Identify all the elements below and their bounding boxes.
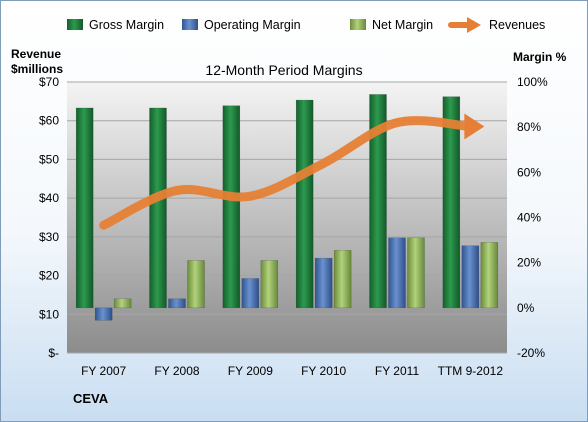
category-label: FY 2007 (81, 364, 126, 378)
legend-item-revenues: Revenues (448, 17, 545, 33)
operating-margin-bar (388, 237, 406, 309)
right-tick-label: 100% (517, 75, 548, 89)
revenue-line-path (99, 116, 475, 230)
net-margin-bar (480, 242, 499, 309)
gross-margin-bar (369, 94, 387, 309)
left-axis-title-line1: Revenue (11, 47, 61, 61)
gross-margin-bar (222, 105, 241, 309)
legend-swatch-net-margin (350, 19, 366, 30)
left-tick-label: $10 (39, 307, 59, 321)
chart-title: 12-Month Period Margins (205, 62, 362, 78)
gross-margin-bar (442, 96, 461, 309)
category-label: FY 2008 (154, 364, 199, 378)
operating-margin-bar (94, 307, 113, 321)
plot-area (67, 82, 507, 353)
left-axis-ticks: $- $10 $20 $30 $40 $50 $60 $70 (39, 75, 59, 360)
legend-item-net-margin: Net Margin (350, 18, 433, 32)
right-tick-label: 0% (517, 301, 535, 315)
left-tick-label: $60 (39, 114, 59, 128)
legend-swatch-operating-margin (182, 19, 198, 30)
legend-item-gross-margin: Gross Margin (67, 18, 164, 32)
right-tick-label: 20% (517, 256, 541, 270)
left-tick-label: $20 (39, 269, 59, 283)
legend-label-revenues: Revenues (489, 18, 545, 32)
left-tick-label: $- (48, 346, 59, 360)
legend-label-net-margin: Net Margin (372, 18, 433, 32)
right-axis-ticks: -20% 0% 20% 40% 60% 80% 100% (517, 75, 548, 360)
operating-margin-bar (461, 245, 480, 309)
operating-margin-bar (168, 298, 186, 309)
legend-label-gross-margin: Gross Margin (89, 18, 164, 32)
right-tick-label: -20% (517, 346, 545, 360)
right-tick-label: 80% (517, 120, 541, 134)
right-tick-label: 60% (517, 165, 541, 179)
gross-margin-bar (295, 99, 314, 309)
category-label: TTM 9-2012 (438, 364, 504, 378)
net-margin-bar (260, 260, 279, 309)
net-margin-bar (113, 298, 132, 309)
net-margin-bar (333, 249, 352, 309)
legend-item-operating-margin: Operating Margin (182, 18, 301, 32)
legend-swatch-gross-margin (67, 19, 83, 30)
category-label: FY 2010 (301, 364, 346, 378)
revenue-arrowhead (464, 113, 485, 140)
right-tick-label: 40% (517, 211, 541, 225)
operating-margin-bar (314, 257, 333, 309)
left-tick-label: $70 (39, 75, 59, 89)
category-label: FY 2011 (375, 364, 420, 378)
net-margin-bar (187, 260, 205, 309)
gridlines (67, 81, 507, 354)
legend-label-operating-margin: Operating Margin (204, 18, 301, 32)
revenue-line (99, 113, 485, 230)
gross-margin-bar (75, 107, 94, 309)
left-tick-label: $50 (39, 152, 59, 166)
legend: Gross Margin Operating Margin Net Margin… (67, 17, 545, 33)
left-tick-label: $30 (39, 230, 59, 244)
category-labels: FY 2007 FY 2008 FY 2009 FY 2010 FY 2011 TTM 9… (81, 364, 503, 378)
left-tick-label: $40 (39, 191, 59, 205)
legend-arrow-icon (448, 17, 481, 33)
category-label: FY 2009 (228, 364, 273, 378)
gross-margin-bar (149, 107, 167, 309)
right-axis-title: Margin % (513, 50, 567, 64)
left-axis-title-line2: $millions (11, 62, 63, 76)
net-margin-bar (407, 237, 425, 309)
operating-margin-bar (241, 278, 260, 309)
bars (75, 94, 499, 321)
company-label: CEVA (73, 391, 109, 406)
